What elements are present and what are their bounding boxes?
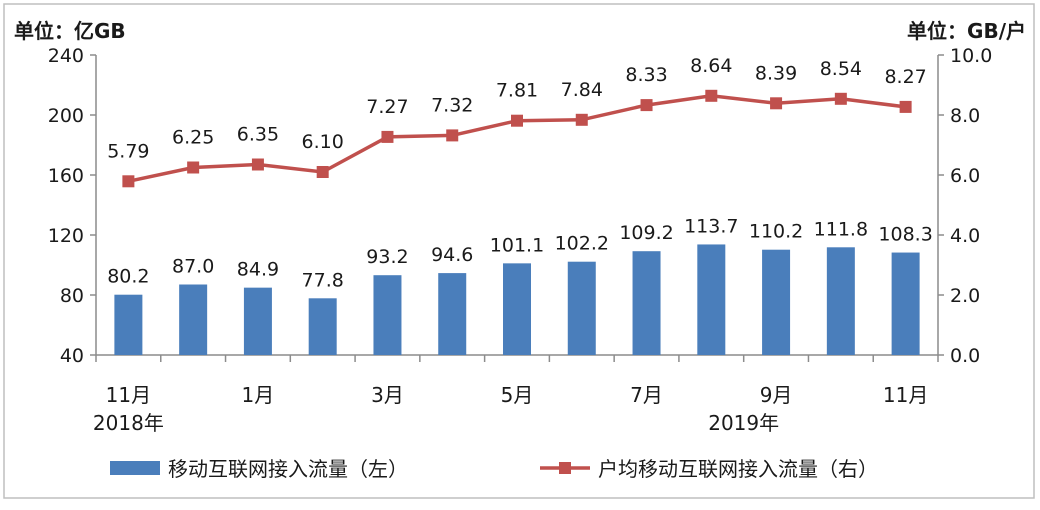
bar-value-label: 102.2 (555, 233, 609, 255)
left-tick-label: 80 (60, 285, 84, 307)
line-value-label: 8.54 (820, 58, 862, 80)
left-tick-label: 240 (48, 45, 84, 67)
bar (632, 251, 661, 355)
line-value-label: 7.32 (431, 94, 473, 116)
right-tick-label: 0.0 (950, 345, 980, 367)
bar (114, 294, 143, 355)
x-tick-label: 1月 (242, 383, 275, 407)
legend-label-line: 户均移动互联网接入流量（右） (598, 457, 878, 481)
bar-value-label: 108.3 (878, 224, 932, 246)
legend-swatch-bar (110, 461, 160, 475)
line-marker (834, 92, 847, 105)
line-marker (770, 97, 783, 110)
x-tick-label: 11月 (106, 383, 151, 407)
bar-value-label: 110.2 (749, 221, 803, 243)
line-marker (446, 129, 459, 142)
x-tick-label: 5月 (501, 383, 534, 407)
left-tick-label: 120 (48, 225, 84, 247)
line-marker (381, 130, 394, 143)
left-tick-label: 160 (48, 165, 84, 187)
bar-value-label: 109.2 (619, 222, 673, 244)
line-value-label: 7.27 (366, 96, 408, 118)
line-value-label: 8.33 (625, 64, 667, 86)
left-tick-label: 200 (48, 105, 84, 127)
right-tick-label: 2.0 (950, 285, 980, 307)
line-marker (899, 100, 912, 113)
bar (762, 249, 791, 355)
line-marker (187, 161, 200, 174)
bar (308, 298, 337, 355)
year-label: 2018年 (93, 411, 164, 435)
right-tick-label: 4.0 (950, 225, 980, 247)
bar-value-label: 87.0 (172, 256, 214, 278)
line-marker (575, 113, 588, 126)
bar-value-label: 93.2 (366, 246, 408, 268)
line-series: 5.79 6.25 6.35 6.10 7.27 7.32 7.81 7.84 8.33 8.64… (107, 55, 927, 188)
bar-series: 80.2 87.0 84.9 77.8 93.2 94.6 101.1 102.2 109.2 1… (107, 215, 933, 355)
legend-label-bar: 移动互联网接入流量（左） (168, 457, 408, 481)
line-value-label: 6.35 (237, 124, 279, 146)
bar (243, 287, 272, 355)
year-label: 2019年 (708, 411, 779, 435)
line-value-label: 6.25 (172, 127, 214, 149)
chart-border (3, 3, 1035, 499)
bar (373, 275, 402, 355)
right-axis-unit: 单位：GB/户 (907, 19, 1026, 43)
bar (438, 273, 467, 355)
line-marker (251, 158, 264, 171)
line-marker (705, 89, 718, 102)
bar-value-label: 80.2 (107, 266, 149, 288)
right-tick-label: 6.0 (950, 165, 980, 187)
bar-value-label: 84.9 (237, 259, 279, 281)
bar (826, 247, 855, 355)
legend: 移动互联网接入流量（左） 户均移动互联网接入流量（右） (110, 457, 878, 481)
right-tick-label: 10.0 (950, 45, 992, 67)
line-value-label: 7.81 (496, 80, 538, 102)
line-value-label: 8.64 (690, 55, 732, 77)
legend-swatch-marker (559, 462, 571, 474)
bar-value-label: 77.8 (302, 269, 344, 291)
bar-value-label: 101.1 (490, 234, 544, 256)
line-marker (316, 166, 329, 178)
right-tick-label: 8.0 (950, 105, 980, 127)
bar-value-label: 111.8 (814, 218, 868, 240)
x-tick-label: 9月 (760, 383, 793, 407)
line-marker (122, 175, 135, 188)
line-value-label: 6.10 (302, 131, 344, 153)
line-value-label: 7.84 (561, 79, 603, 101)
x-tick-label: 11月 (883, 383, 928, 407)
bar (891, 252, 920, 355)
bar (179, 284, 208, 355)
line-marker (640, 99, 653, 112)
x-tick-label: 3月 (371, 383, 404, 407)
line-value-label: 5.79 (107, 140, 149, 162)
axes-layer: 240 10.0 200 8.0 160 6.0 120 4.0 80 2.0 40 0.0 11月 1月… (48, 45, 993, 435)
bar (697, 244, 726, 355)
left-tick-label: 40 (60, 345, 84, 367)
x-tick-label: 7月 (630, 383, 663, 407)
bar-value-label: 94.6 (431, 244, 473, 266)
bar-value-label: 113.7 (684, 215, 738, 237)
line-value-label: 8.39 (755, 62, 797, 84)
line-marker (511, 114, 523, 127)
line-value-label: 8.27 (884, 66, 926, 88)
bar (503, 263, 531, 355)
bar (567, 261, 596, 355)
left-axis-unit: 单位：亿GB (14, 19, 126, 43)
